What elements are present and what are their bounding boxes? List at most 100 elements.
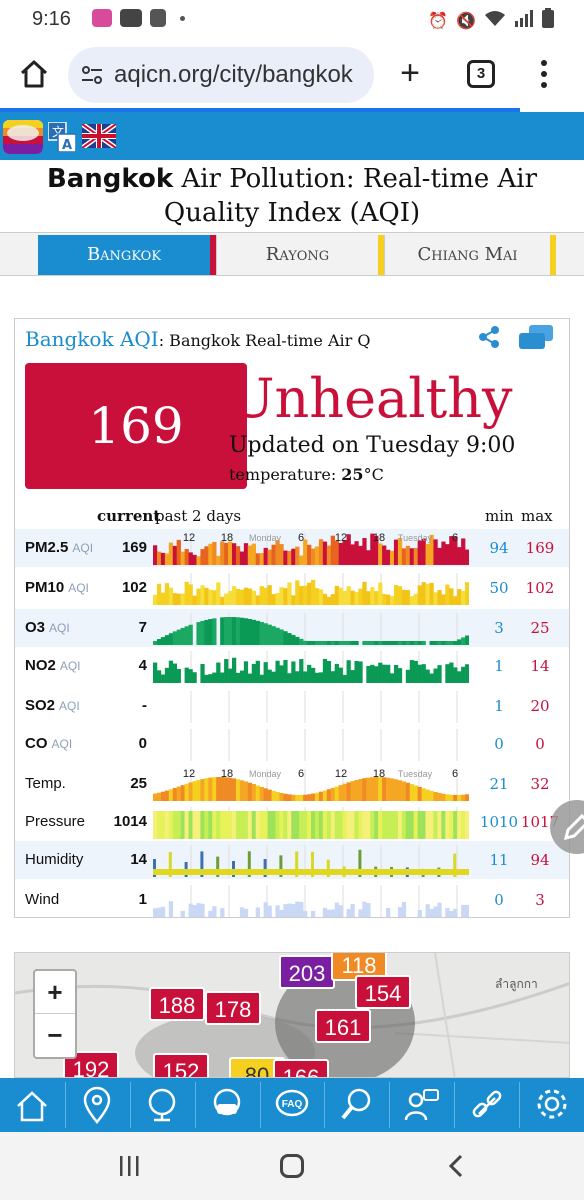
row-max-value: 169 (525, 539, 555, 557)
map-station-marker[interactable]: 178 (205, 991, 261, 1025)
table-row: SO2 AQI - 1 20 (15, 687, 569, 725)
row-history-chart[interactable]: 12 18 Monday 6 12 18 Tuesday 6 (153, 767, 469, 801)
row-history-chart[interactable] (153, 689, 469, 723)
time-tick-label: 6 (298, 768, 304, 780)
map-station-marker[interactable]: 80 (229, 1057, 285, 1077)
recent-apps-icon[interactable] (118, 1156, 140, 1176)
row-label: PM2.5 AQI (25, 539, 93, 556)
row-history-chart[interactable] (153, 727, 469, 761)
row-current-value: 4 (138, 657, 147, 674)
browser-home-icon[interactable] (18, 58, 50, 90)
more-notifications-dot (180, 15, 185, 21)
system-back-icon[interactable] (446, 1154, 466, 1178)
search-icon[interactable] (335, 1084, 379, 1126)
map-station-marker[interactable]: 203 (279, 955, 335, 989)
time-tick-label: 12 (183, 768, 195, 780)
nav-separator (129, 1082, 131, 1128)
home-icon[interactable] (10, 1084, 54, 1126)
row-current-value: - (142, 697, 147, 714)
globe-icon[interactable] (140, 1084, 184, 1126)
youtube-icon (120, 9, 142, 27)
gear-icon[interactable] (530, 1084, 574, 1126)
map-station-marker[interactable]: 154 (355, 975, 411, 1009)
system-home-icon[interactable] (280, 1154, 304, 1178)
widget-heading: Bangkok AQI: Bangkok Real-time Air Q (25, 327, 371, 351)
row-label: NO2 AQI (25, 657, 81, 674)
col-past-header: past 2 days (155, 507, 242, 525)
widget-heading-rest: : Bangkok Real-time Air Q (158, 331, 371, 350)
tab-switcher-button[interactable]: 3 (467, 60, 495, 88)
map-station-marker[interactable]: 188 (149, 987, 205, 1021)
tab-chiang-mai[interactable]: Chiang Mai (384, 235, 550, 275)
row-max-value: 102 (525, 579, 555, 597)
row-history-chart[interactable] (153, 649, 469, 683)
nav-separator (324, 1082, 326, 1128)
row-history-chart[interactable] (153, 883, 469, 917)
aqicn-logo[interactable] (3, 120, 43, 154)
row-history-chart[interactable] (153, 571, 469, 605)
tab-chiang-mai-aqi-bar (550, 235, 556, 275)
wifi-icon (484, 9, 506, 32)
table-row: PM10 AQI 102 50 102 (15, 569, 569, 607)
row-max-value: 1017 (520, 813, 560, 831)
row-current-value: 1014 (113, 813, 147, 830)
link-icon[interactable] (465, 1084, 509, 1126)
aqi-map[interactable]: ลำลูกกา 188 178 203 118 154 161 192 152 80 166 + … (14, 952, 570, 1078)
time-tick-label: 12 (335, 768, 347, 780)
map-station-marker[interactable]: 161 (315, 1009, 371, 1043)
nav-separator (519, 1082, 521, 1128)
row-pollutant-name: Pressure (25, 813, 86, 830)
time-tick-label: 18 (373, 532, 385, 544)
row-pollutant-name: O3 (25, 619, 46, 636)
row-current-value: 14 (130, 851, 147, 868)
col-min-header: min (485, 507, 514, 525)
row-current-value: 25 (130, 775, 147, 792)
edit-button[interactable] (550, 800, 584, 854)
aqi-widget: Bangkok AQI: Bangkok Real-time Air Q 169… (14, 318, 570, 918)
time-tick-label: 12 (335, 532, 347, 544)
new-tab-button[interactable]: + (400, 54, 420, 92)
url-text: aqicn.org/city/bangkok (114, 61, 353, 88)
browser-toolbar: aqicn.org/city/bangkok + 3 (0, 38, 584, 110)
row-max-value: 14 (530, 657, 550, 675)
faq-icon[interactable]: FAQ (270, 1084, 314, 1126)
alarm-icon: ⏰ (428, 12, 449, 30)
site-settings-icon[interactable] (80, 63, 104, 87)
comments-icon[interactable] (519, 325, 553, 351)
row-max-value: 32 (530, 775, 550, 793)
mask-icon[interactable] (205, 1084, 249, 1126)
tab-rayong[interactable]: Rayong (216, 235, 378, 275)
row-history-chart[interactable] (153, 805, 469, 839)
row-max-value: 20 (530, 697, 550, 715)
support-icon[interactable] (400, 1084, 444, 1126)
table-row: Temp. 25 12 18 Monday 6 12 18 Tuesday 6 21 32 (15, 765, 569, 803)
widget-heading-city[interactable]: Bangkok (25, 327, 114, 351)
address-bar[interactable]: aqicn.org/city/bangkok (68, 47, 374, 103)
row-max-value: 3 (535, 891, 545, 909)
nav-separator (389, 1082, 391, 1128)
row-history-chart[interactable] (153, 611, 469, 645)
row-min-value: 3 (494, 619, 504, 637)
zoom-out-button[interactable]: − (47, 1020, 63, 1050)
time-tick-label: 18 (373, 768, 385, 780)
map-station-marker[interactable]: 166 (273, 1059, 329, 1077)
table-row: PM2.5 AQI 169 12 18 Monday 6 12 18 Tuesday 6 94 169 (15, 529, 569, 567)
row-history-chart[interactable]: 12 18 Monday 6 12 18 Tuesday 6 (153, 531, 469, 565)
row-current-value: 7 (138, 619, 147, 636)
row-min-value: 0 (494, 891, 504, 909)
row-pollutant-name: Humidity (25, 851, 84, 868)
time-tick-label: Tuesday (398, 533, 433, 543)
english-flag-icon[interactable] (82, 124, 116, 148)
row-current-value: 0 (138, 735, 147, 752)
row-current-value: 1 (138, 891, 147, 908)
row-history-chart[interactable] (153, 843, 469, 877)
translate-icon[interactable]: 文 A (48, 122, 76, 152)
location-pin-icon[interactable] (75, 1084, 119, 1126)
map-station-marker[interactable]: 152 (153, 1053, 209, 1077)
zoom-in-button[interactable]: + (35, 971, 75, 1014)
site-header: 文 A (0, 112, 584, 160)
share-icon[interactable] (477, 325, 501, 349)
browser-menu-icon[interactable] (540, 60, 548, 90)
row-min-value: 1 (494, 657, 504, 675)
tab-bangkok[interactable]: Bangkok (38, 235, 210, 275)
